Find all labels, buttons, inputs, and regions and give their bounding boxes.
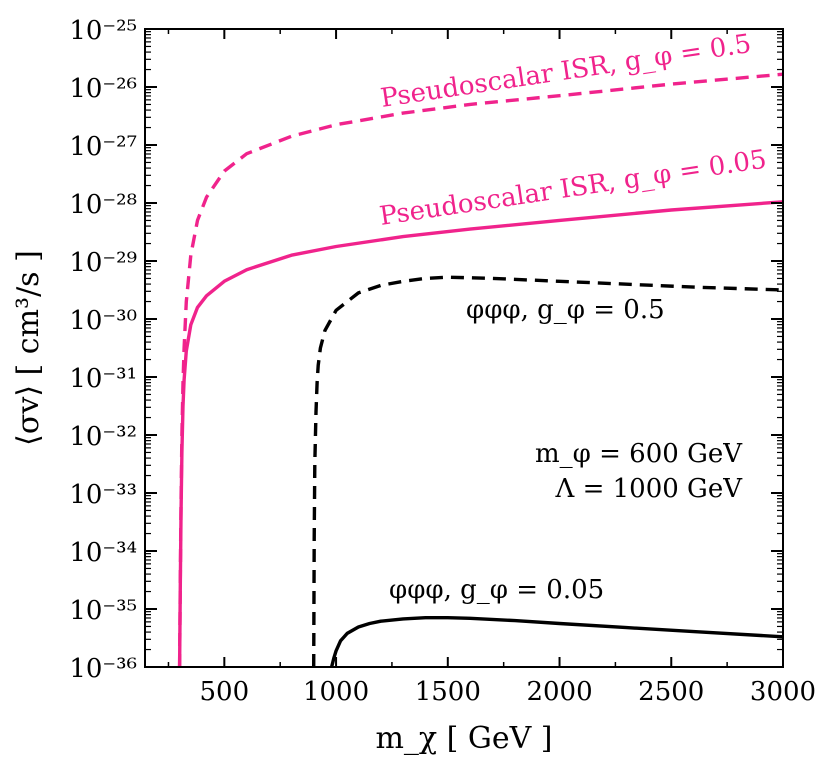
y-tick-label: 10⁻²⁵ — [69, 16, 137, 46]
plot-area-frame — [144, 28, 784, 668]
annotation-phiphiphi-g005: φφφ, g_φ = 0.05 — [389, 575, 604, 605]
y-tick-label: 10⁻²⁶ — [69, 74, 137, 104]
x-tick-label: 500 — [200, 677, 250, 707]
y-tick-label: 10⁻³⁰ — [69, 306, 137, 336]
series-line-4 — [329, 616, 784, 668]
y-axis-label: ⟨σv⟩ [ cm³/s ] — [11, 250, 46, 446]
x-tick-label: 3000 — [750, 677, 816, 707]
y-tick-label: 10⁻²⁷ — [69, 132, 137, 162]
y-tick-label: 10⁻²⁸ — [69, 190, 137, 220]
x-tick-label: 2500 — [638, 677, 704, 707]
x-axis-label: m_χ [ GeV ] — [375, 721, 552, 756]
axis-ticks — [145, 28, 784, 668]
annotation-mphi: m_φ = 600 GeV — [535, 439, 743, 469]
annotation-pseudoscalar-g05: Pseudoscalar ISR, g_φ = 0.5 — [379, 29, 754, 114]
y-tick-label: 10⁻³⁴ — [69, 538, 137, 568]
y-tick-label: 10⁻³² — [69, 422, 137, 452]
series-line-2 — [177, 200, 784, 668]
y-tick-label: 10⁻³⁶ — [69, 654, 137, 684]
x-tick-label: 2000 — [526, 677, 592, 707]
series-line-3 — [312, 275, 784, 668]
x-tick-label: 1000 — [303, 677, 369, 707]
annotation-phiphiphi-g05: φφφ, g_φ = 0.5 — [466, 295, 665, 325]
y-tick-label: 10⁻³⁵ — [69, 596, 137, 626]
annotation-lambda: Λ = 1000 GeV — [555, 474, 744, 504]
y-tick-label: 10⁻²⁹ — [69, 248, 137, 278]
x-tick-label: 1500 — [415, 677, 481, 707]
series-layer — [177, 72, 784, 668]
y-tick-label: 10⁻³¹ — [69, 364, 137, 394]
tick-labels: 500 1000 1500 2000 2500 3000 10⁻²⁵ 10⁻²⁶ 10⁻²⁷ 10… — [69, 16, 816, 707]
y-tick-label: 10⁻³³ — [69, 480, 137, 510]
